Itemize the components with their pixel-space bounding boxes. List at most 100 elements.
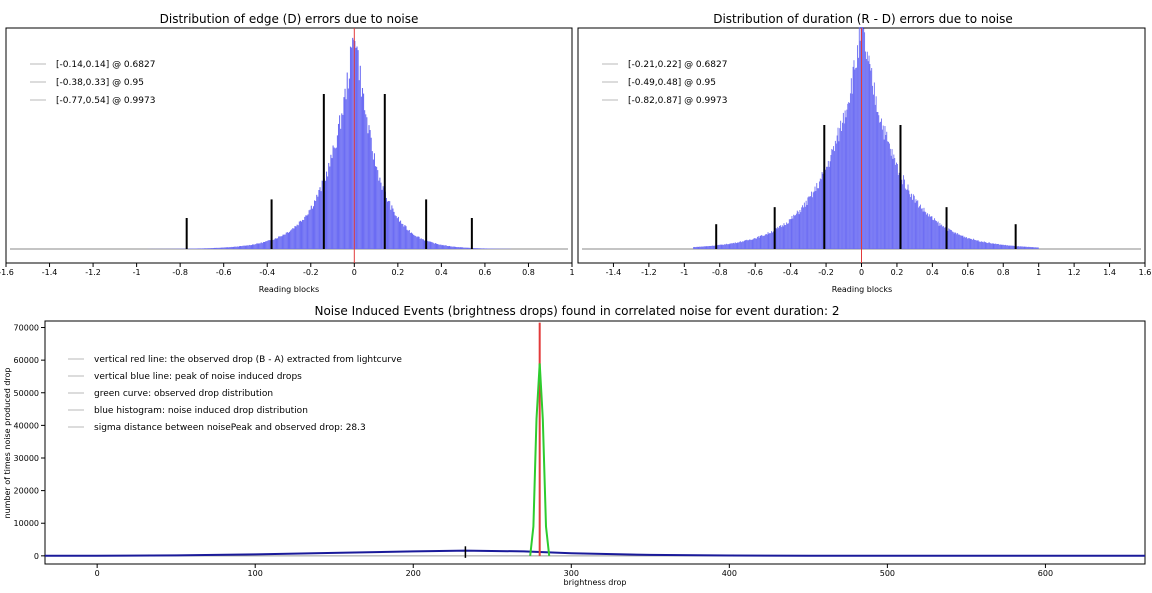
duration-hist-bar <box>769 233 771 249</box>
duration-hist-bar <box>932 219 934 249</box>
edge-x-tick-label: -1.4 <box>42 268 58 277</box>
edge-hist-bar <box>245 245 247 249</box>
edge-hist-bar <box>368 125 370 249</box>
duration-hist-bar <box>736 242 738 249</box>
duration-hist-bar <box>981 241 983 249</box>
duration-hist-bar <box>791 215 793 249</box>
duration-hist-bar <box>865 59 867 250</box>
edge-hist-bar <box>210 248 212 249</box>
duration-x-tick-label: 0 <box>859 268 864 277</box>
duration-hist-bar <box>694 247 696 249</box>
duration-hist-bar <box>955 232 957 249</box>
duration-hist-bar <box>962 235 964 249</box>
edge-hist-bar <box>310 205 312 249</box>
edge-hist-bar <box>257 243 259 249</box>
duration-hist-bar <box>939 223 941 249</box>
duration-hist-bar <box>840 120 842 249</box>
duration-legend-entry: [-0.21,0.22] @ 0.6827 <box>628 60 727 70</box>
edge-hist-bar <box>316 194 318 249</box>
edge-hist-bar <box>237 246 239 249</box>
duration-hist-bar <box>818 188 819 249</box>
duration-error-xlabel: Reading blocks <box>832 285 892 294</box>
duration-hist-bar <box>697 246 699 249</box>
edge-hist-bar <box>444 245 446 249</box>
duration-hist-bar <box>806 205 808 249</box>
duration-hist-bar <box>708 246 710 249</box>
edge-hist-bar <box>267 240 269 249</box>
duration-hist-bar <box>1025 246 1027 249</box>
edge-hist-bar <box>332 145 334 249</box>
duration-hist-bar <box>832 149 834 249</box>
edge-hist-bar <box>306 215 308 249</box>
edge-hist-bar <box>259 243 261 249</box>
edge-hist-bar <box>388 201 390 249</box>
edge-hist-bar <box>446 246 448 249</box>
edge-hist-bar <box>254 244 256 249</box>
edge-hist-bar <box>356 46 358 250</box>
edge-hist-bar <box>391 205 393 249</box>
duration-hist-bar <box>994 243 996 249</box>
edge-hist-bar <box>279 236 281 249</box>
duration-hist-bar <box>885 134 887 249</box>
duration-hist-bar <box>992 243 994 249</box>
edge-hist-bar <box>213 247 215 249</box>
duration-hist-bar <box>952 231 954 249</box>
edge-hist-bar <box>413 234 415 249</box>
edge-hist-bar <box>251 244 254 249</box>
duration-hist-bar <box>911 193 912 249</box>
edge-hist-bar <box>260 242 262 249</box>
duration-hist-bar <box>733 243 735 249</box>
duration-hist-bar <box>985 242 987 249</box>
edge-hist-bar <box>394 215 396 249</box>
edge-hist-bar <box>231 246 233 249</box>
duration-hist-bar <box>965 237 967 249</box>
duration-hist-bar <box>991 243 993 249</box>
edge-hist-bar <box>233 246 235 249</box>
edge-hist-bar <box>263 241 266 249</box>
edge-hist-bar <box>414 235 416 249</box>
duration-hist-bar <box>761 234 763 249</box>
duration-hist-bar <box>884 126 886 249</box>
duration-hist-bar <box>776 228 778 249</box>
duration-hist-bar <box>1037 247 1039 249</box>
duration-hist-bar <box>837 127 839 249</box>
duration-hist-bar <box>873 82 875 249</box>
edge-hist-bar <box>372 159 374 249</box>
duration-hist-bar <box>1026 246 1028 249</box>
noise-legend-entry: sigma distance between noisePeak and obs… <box>94 423 366 433</box>
edge-hist-bar <box>294 226 296 249</box>
duration-hist-bar <box>794 215 796 249</box>
edge-hist-bar <box>439 244 441 249</box>
edge-hist-bar <box>469 247 471 249</box>
duration-hist-bar <box>868 55 870 249</box>
edge-hist-bar <box>199 248 201 249</box>
duration-hist-bar <box>845 117 847 250</box>
edge-hist-bar <box>261 243 263 249</box>
edge-hist-bar <box>463 247 465 249</box>
noise-legend-entry: blue histogram: noise induced drop distr… <box>94 406 308 416</box>
edge-hist-bar <box>380 182 382 249</box>
duration-hist-bar <box>836 135 838 249</box>
duration-hist-bar <box>819 178 821 249</box>
edge-hist-bar <box>421 239 423 249</box>
edge-hist-bar <box>360 96 362 249</box>
duration-hist-bar <box>888 141 889 249</box>
edge-hist-bar <box>385 197 387 249</box>
duration-hist-bar <box>1011 245 1013 249</box>
duration-hist-bar <box>876 111 878 249</box>
edge-hist-bar <box>282 234 284 249</box>
duration-x-tick-label: 1.6 <box>1139 268 1152 277</box>
duration-hist-bar <box>750 239 752 249</box>
edge-hist-bar <box>315 200 317 249</box>
duration-hist-bar <box>995 243 997 249</box>
duration-hist-bar <box>891 149 893 249</box>
edge-hist-bar <box>304 216 306 249</box>
duration-hist-bar <box>922 211 924 249</box>
duration-hist-bar <box>1020 246 1022 249</box>
edge-hist-bar <box>290 230 292 249</box>
edge-hist-bar <box>378 180 380 249</box>
duration-hist-bar <box>927 216 929 249</box>
duration-hist-bar <box>1029 246 1031 249</box>
edge-hist-bar <box>224 247 226 249</box>
duration-hist-bar <box>827 160 829 249</box>
